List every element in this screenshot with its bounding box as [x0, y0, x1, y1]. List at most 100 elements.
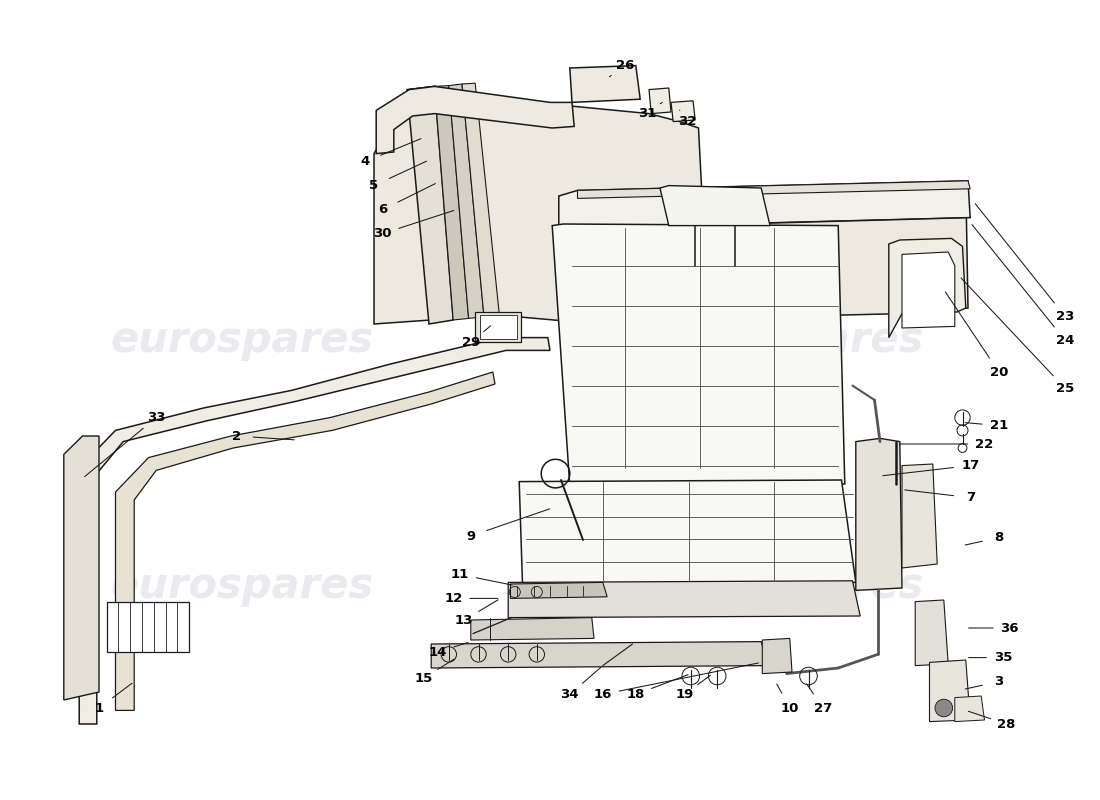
Polygon shape	[431, 642, 768, 668]
Point	[560, 246, 578, 259]
Point	[398, 174, 416, 187]
Point	[267, 391, 285, 404]
Text: 8: 8	[994, 531, 1003, 544]
Text: 28: 28	[998, 718, 1015, 730]
Text: 23: 23	[1056, 310, 1074, 322]
Text: 4: 4	[361, 155, 370, 168]
Point	[923, 202, 940, 214]
Text: 34: 34	[561, 688, 579, 701]
Point	[207, 442, 224, 455]
Point	[73, 698, 90, 711]
Point	[659, 193, 676, 206]
Point	[517, 99, 535, 112]
Point	[551, 226, 569, 239]
Polygon shape	[930, 660, 970, 722]
Point	[571, 114, 588, 127]
Bar	[475, 312, 521, 342]
Text: 1: 1	[95, 702, 103, 714]
Text: 19: 19	[675, 688, 693, 701]
Polygon shape	[471, 618, 594, 640]
Point	[667, 142, 684, 155]
Point	[915, 190, 933, 202]
Text: 13: 13	[455, 614, 473, 626]
Polygon shape	[116, 372, 495, 710]
Point	[590, 155, 607, 168]
Text: 9: 9	[466, 530, 475, 542]
Polygon shape	[889, 238, 966, 338]
Polygon shape	[434, 86, 469, 320]
Point	[396, 172, 414, 185]
Polygon shape	[660, 186, 770, 226]
Point	[82, 557, 100, 570]
Polygon shape	[376, 86, 574, 154]
Text: 6: 6	[378, 203, 387, 216]
Point	[461, 340, 478, 353]
Text: 21: 21	[990, 419, 1008, 432]
Polygon shape	[902, 464, 937, 568]
Polygon shape	[955, 696, 984, 722]
Polygon shape	[915, 600, 948, 666]
Polygon shape	[449, 84, 484, 318]
Text: autospares: autospares	[661, 319, 923, 361]
Text: 3: 3	[994, 675, 1003, 688]
Polygon shape	[552, 224, 845, 486]
Text: 35: 35	[994, 651, 1012, 664]
Text: 25: 25	[1056, 382, 1074, 394]
Point	[416, 261, 433, 274]
Polygon shape	[856, 438, 902, 590]
Text: 31: 31	[638, 107, 656, 120]
Text: eurospares: eurospares	[110, 319, 374, 361]
Text: 16: 16	[594, 688, 612, 701]
Circle shape	[935, 699, 953, 717]
Point	[404, 402, 421, 415]
Text: 2: 2	[232, 430, 241, 442]
Polygon shape	[762, 638, 792, 674]
Polygon shape	[407, 86, 453, 324]
Text: 10: 10	[781, 702, 799, 714]
Polygon shape	[510, 582, 607, 598]
Text: 30: 30	[374, 227, 392, 240]
Text: autospares: autospares	[661, 565, 923, 606]
Point	[601, 258, 618, 270]
Point	[406, 143, 424, 156]
Text: 33: 33	[147, 411, 165, 424]
Point	[790, 199, 807, 212]
Polygon shape	[902, 252, 955, 328]
Text: 20: 20	[990, 366, 1008, 378]
Point	[607, 264, 625, 277]
Point	[762, 185, 780, 198]
Text: 7: 7	[966, 491, 975, 504]
Polygon shape	[79, 338, 550, 724]
Text: 15: 15	[415, 672, 432, 685]
Point	[328, 418, 345, 431]
Point	[429, 168, 447, 181]
Point	[426, 186, 443, 198]
Bar	[107, 602, 189, 652]
Polygon shape	[570, 66, 640, 102]
Polygon shape	[671, 101, 695, 122]
Text: 14: 14	[429, 646, 447, 658]
Point	[500, 98, 518, 111]
Polygon shape	[519, 480, 856, 584]
Text: 11: 11	[451, 568, 469, 581]
Bar	[480, 315, 517, 339]
Text: 26: 26	[616, 59, 634, 72]
Text: 27: 27	[814, 702, 832, 714]
Polygon shape	[649, 88, 671, 114]
Polygon shape	[374, 86, 968, 324]
Text: 22: 22	[976, 438, 993, 450]
Text: 36: 36	[1001, 622, 1019, 634]
Polygon shape	[462, 83, 499, 317]
Text: eurospares: eurospares	[110, 565, 374, 606]
Text: 5: 5	[370, 179, 378, 192]
Point	[893, 290, 911, 303]
Text: 32: 32	[679, 115, 696, 128]
Point	[220, 403, 238, 416]
Point	[417, 228, 434, 241]
Point	[399, 402, 417, 415]
Polygon shape	[578, 181, 970, 198]
Point	[676, 118, 694, 130]
Polygon shape	[559, 181, 970, 234]
Text: 29: 29	[462, 336, 480, 349]
Point	[916, 222, 934, 235]
